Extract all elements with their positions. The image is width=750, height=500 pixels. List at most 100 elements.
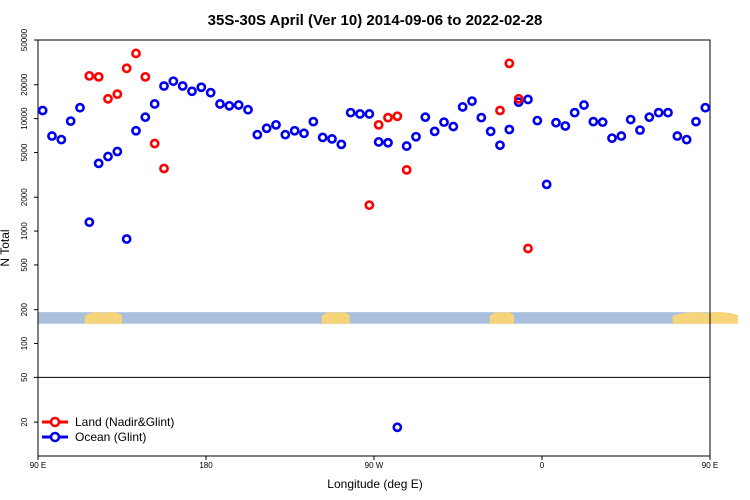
x-tick-label: 90 E [702, 461, 718, 470]
data-point-ocean [551, 117, 561, 128]
data-point-land [93, 71, 104, 82]
data-point-land [504, 58, 515, 69]
y-axis: 50000 20000 10000 5000 2000 1000 500 200 100 50 20 [20, 28, 38, 427]
y-tick-label: 500 [20, 258, 29, 272]
data-point-ocean [569, 107, 580, 118]
y-axis-label: N Total [0, 229, 12, 266]
x-tick-label: 180 [199, 461, 213, 470]
data-point-ocean [625, 114, 636, 125]
y-tick-label: 20000 [20, 73, 29, 96]
data-point-land [131, 48, 141, 59]
data-point-land [112, 89, 123, 100]
data-point-ocean [215, 99, 225, 109]
data-point-ocean [299, 128, 309, 139]
data-point-ocean [616, 131, 627, 141]
data-point-land [513, 93, 524, 104]
data-point-ocean [93, 158, 104, 169]
data-point-ocean [653, 107, 664, 118]
land-segment [84, 312, 122, 324]
data-point-ocean [336, 139, 347, 150]
chart-title: 35S-30S April (Ver 10) 2014-09-06 to 202… [208, 12, 543, 29]
data-point-ocean [532, 115, 543, 126]
data-point-ocean [691, 116, 701, 127]
data-point-ocean [140, 112, 151, 123]
data-point-ocean [420, 112, 431, 123]
data-point-ocean [476, 112, 487, 123]
data-point-ocean [495, 140, 505, 151]
data-point-land [495, 105, 505, 116]
data-point-ocean [149, 99, 160, 109]
data-point-ocean [159, 81, 169, 91]
data-point-ocean [84, 217, 95, 228]
data-point-ocean [65, 116, 76, 127]
data-point-ocean [504, 124, 515, 135]
data-point-ocean [205, 87, 216, 98]
data-point-ocean [261, 123, 272, 134]
data-point-land [383, 112, 393, 123]
x-tick-label: 0 [540, 461, 545, 470]
data-point-land [392, 111, 403, 122]
data-point-ocean [289, 125, 300, 136]
data-point-land [373, 119, 384, 130]
y-tick-label: 200 [20, 302, 29, 316]
data-point-ocean [56, 134, 67, 145]
data-point-ocean [523, 94, 533, 105]
land-segment [321, 312, 350, 324]
data-point-ocean [47, 131, 57, 141]
data-point-ocean [121, 234, 132, 244]
data-point-land [523, 243, 533, 254]
data-point-ocean [513, 97, 524, 108]
data-point-ocean [635, 125, 645, 136]
data-point-ocean [644, 112, 655, 123]
legend-entry-ocean: Ocean (Glint) [75, 430, 146, 444]
data-point-ocean [457, 102, 468, 112]
data-point-ocean [579, 100, 589, 110]
y-tick-label: 2000 [20, 188, 29, 206]
data-point-land [364, 200, 375, 211]
land-segment [489, 312, 514, 324]
legend-swatch-marker-ocean [49, 431, 61, 443]
x-axis: 90 E 180 90 W 0 90 E [30, 456, 718, 470]
data-point-ocean [663, 107, 673, 118]
legend-swatch-marker-land [49, 416, 61, 428]
data-point-ocean [588, 116, 599, 127]
y-tick-label: 1000 [20, 222, 29, 240]
data-point-ocean [392, 422, 403, 433]
data-point-ocean [233, 100, 244, 110]
legend-entry-land: Land (Nadir&Glint) [75, 415, 174, 429]
land-ocean-band [38, 312, 738, 324]
data-point-ocean [373, 137, 384, 147]
data-point-land [149, 138, 160, 149]
data-point-ocean [607, 133, 617, 144]
y-tick-label: 50 [20, 372, 29, 381]
data-point-ocean [317, 132, 328, 143]
data-point-land [159, 163, 169, 174]
data-points [37, 48, 711, 433]
legend: Land (Nadir&Glint) Ocean (Glint) [42, 415, 174, 444]
data-point-ocean [541, 179, 552, 190]
data-point-ocean [271, 119, 281, 130]
data-point-land [140, 71, 151, 82]
data-point-land [103, 93, 113, 104]
data-point-ocean [75, 102, 85, 113]
data-point-ocean [383, 137, 393, 148]
x-tick-label: 90 E [30, 461, 46, 470]
data-point-ocean [467, 96, 477, 107]
x-axis-label: Longitude (deg E) [327, 477, 422, 491]
data-point-ocean [187, 86, 197, 97]
data-point-land [84, 70, 95, 81]
data-point-ocean [280, 129, 291, 140]
y-tick-label: 5000 [20, 143, 29, 161]
data-point-ocean [196, 82, 207, 93]
data-point-ocean [355, 109, 365, 119]
data-point-ocean [103, 151, 113, 162]
ocean-band [38, 312, 710, 324]
y-tick-label: 100 [20, 336, 29, 350]
data-point-ocean [243, 104, 253, 115]
x-tick-label: 90 W [365, 461, 384, 470]
data-point-land [121, 63, 132, 74]
data-point-ocean [168, 76, 179, 87]
y-tick-label: 20 [20, 417, 29, 426]
data-point-ocean [681, 134, 692, 145]
